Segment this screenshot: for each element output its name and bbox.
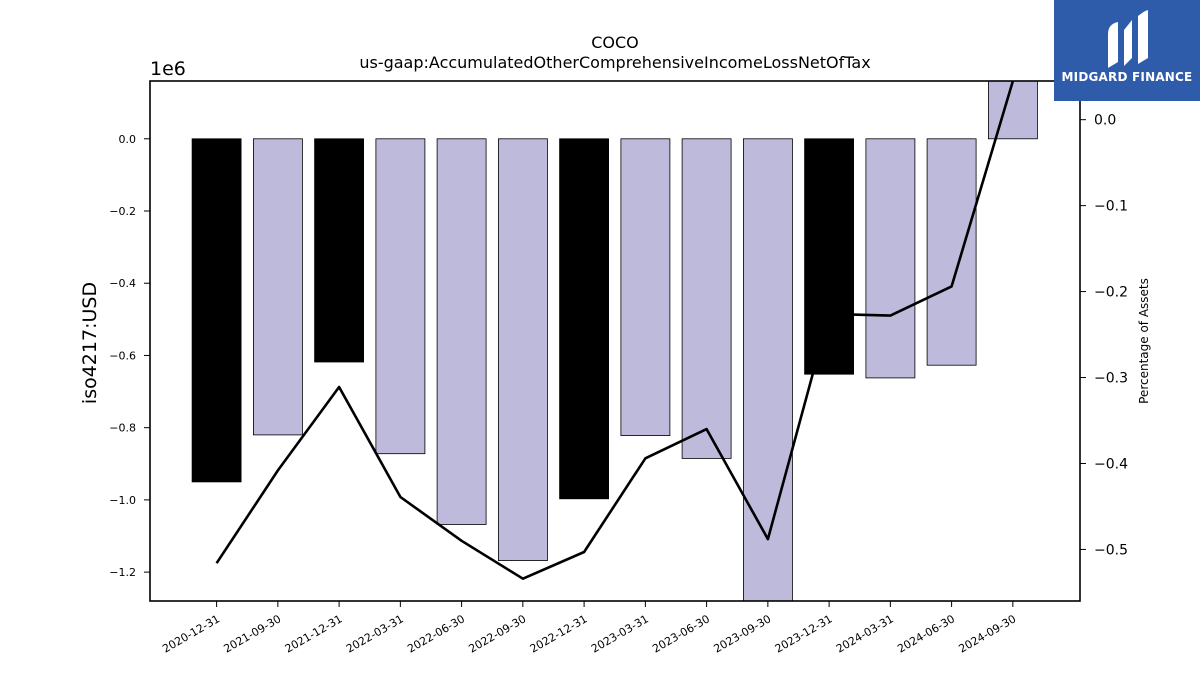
- bar: [988, 80, 1038, 140]
- x-tick-label: 2024-03-31: [834, 612, 896, 655]
- bars-layer: [191, 80, 1038, 602]
- x-tick-label: 2022-03-31: [344, 612, 406, 655]
- y-axis-label: iso4217:USD: [79, 282, 101, 404]
- bar: [865, 138, 916, 379]
- bar: [681, 138, 732, 459]
- y-tick-label: −0.4: [109, 277, 136, 290]
- bar: [375, 138, 426, 455]
- bar: [252, 138, 303, 436]
- x-tick-label: 2023-03-31: [589, 612, 651, 655]
- y2-tick-label: −0.4: [1094, 456, 1128, 472]
- y-scale-note: 1e6: [150, 58, 186, 80]
- y-tick-label: −0.2: [109, 205, 136, 218]
- y2-tick-label: 0.0: [1094, 113, 1116, 129]
- x-tick-label: 2022-06-30: [405, 612, 467, 655]
- y2-tick-label: −0.1: [1094, 199, 1128, 215]
- chart-subtitle: us-gaap:AccumulatedOtherComprehensiveInc…: [359, 53, 870, 72]
- bar: [314, 138, 365, 363]
- y-tick-label: −0.6: [109, 349, 136, 362]
- bar: [497, 138, 548, 561]
- y-tick-label: −1.0: [109, 494, 136, 507]
- y-tick-label: −0.8: [109, 422, 136, 435]
- y2-tick-label: −0.5: [1094, 542, 1128, 558]
- percentage-line: [215, 81, 1015, 581]
- x-tick-label: 2024-06-30: [895, 612, 957, 655]
- bar: [926, 138, 977, 366]
- x-tick-label: 2023-09-30: [711, 612, 773, 655]
- x-tick-label: 2022-12-31: [528, 612, 590, 655]
- brand-logo: MIDGARD FINANCE: [1054, 0, 1200, 101]
- y-tick-label: −1.2: [109, 566, 136, 579]
- x-tick-label: 2021-09-30: [221, 612, 283, 655]
- x-tick-label: 2023-06-30: [650, 612, 712, 655]
- chart-title: COCO: [591, 33, 639, 52]
- logo-mark-icon: [1108, 10, 1148, 68]
- bar: [191, 138, 242, 483]
- x-tick-label: 2022-09-30: [466, 612, 528, 655]
- bar: [559, 138, 609, 500]
- x-tick-label: 2021-12-31: [283, 612, 345, 655]
- y-tick-label: 0.0: [119, 133, 137, 146]
- bar: [804, 138, 854, 375]
- plot-frame: [149, 80, 1081, 602]
- y2-axis-label: Percentage of Assets: [1137, 278, 1151, 404]
- x-tick-label: 2023-12-31: [773, 612, 835, 655]
- line-layer: [215, 81, 1015, 581]
- logo-text: MIDGARD FINANCE: [1061, 70, 1193, 84]
- x-tick-label: 2024-09-30: [956, 612, 1018, 655]
- bar: [743, 138, 793, 602]
- y2-tick-label: −0.2: [1094, 285, 1128, 301]
- y2-tick-label: −0.3: [1094, 371, 1128, 387]
- x-tick-label: 2020-12-31: [160, 612, 222, 655]
- bar: [620, 138, 671, 436]
- bar: [436, 138, 487, 525]
